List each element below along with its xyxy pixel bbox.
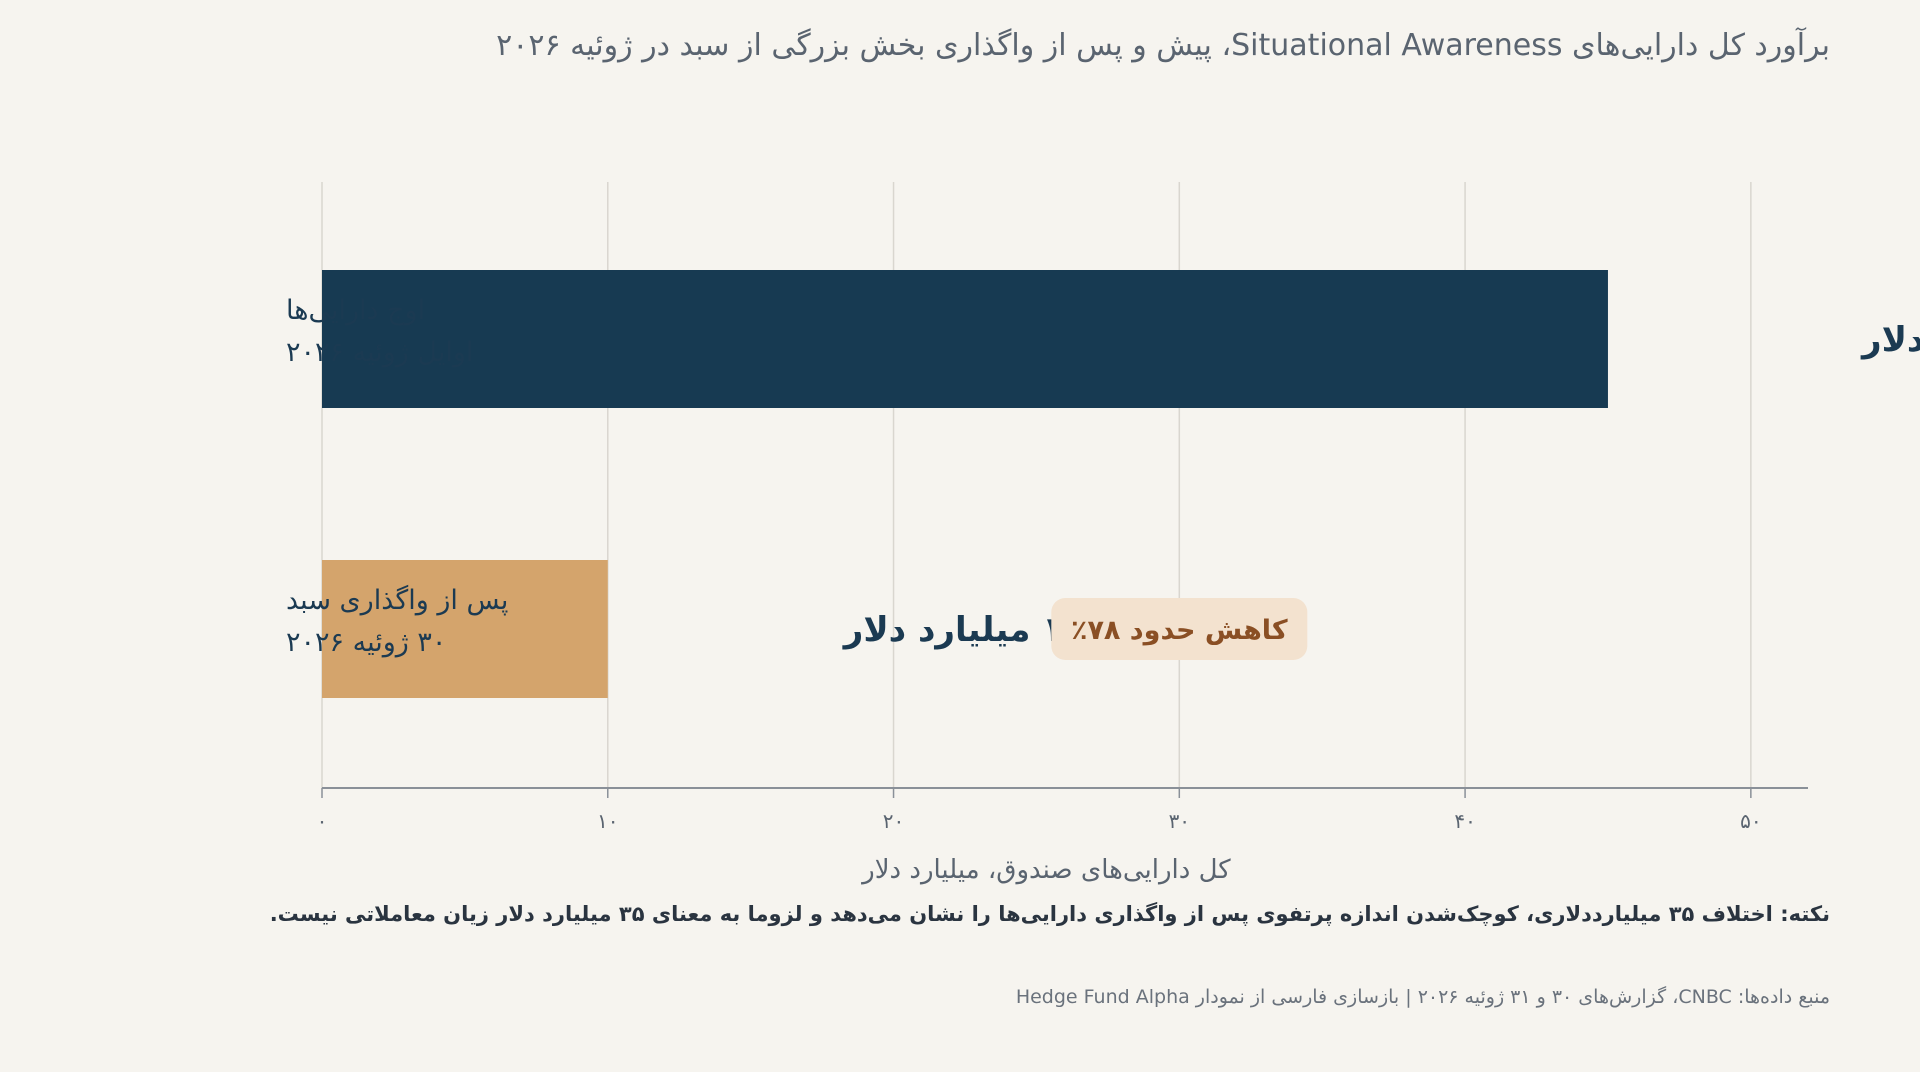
x-tick-label: ۵۰: [1740, 809, 1761, 833]
bars: [322, 270, 1608, 698]
x-axis-title: کل دارایی‌های صندوق، میلیارد دلار: [860, 855, 1231, 885]
labels: اوج دارایی‌ها اوایل ژوئیه ۲۰۲۶ ۴۵ میلیارد …: [286, 295, 1920, 660]
annotation-badge: [1051, 598, 1308, 660]
x-axis: ۰ ۱۰ ۲۰ ۳۰ ۴۰ ۵۰ کل دارایی‌های صندوق، میلیارد …: [317, 787, 1808, 885]
annotation-text: کاهش حدود ۷۸٪: [1071, 615, 1288, 646]
value-label: ۱۰ میلیارد دلار: [842, 610, 1084, 650]
x-tick-label: ۱۰: [597, 809, 618, 833]
x-tick-label: ۴۰: [1454, 809, 1475, 833]
category-label: اوج دارایی‌ها: [286, 295, 425, 326]
chart-note: نکته: اختلاف ۳۵ میلیارددلاری، کوچک‌شدن ا…: [269, 902, 1830, 926]
category-label: پس از واگذاری سبد: [286, 584, 508, 616]
x-tick-label: ۰: [317, 809, 328, 833]
category-label: اوایل ژوئیه ۲۰۲۶: [286, 337, 473, 368]
value-label: ۴۵ میلیارد دلار: [1860, 320, 1920, 360]
chart-title: برآورد کل دارایی‌های Situational Awarene…: [496, 28, 1830, 63]
bar: [322, 270, 1608, 408]
chart-source: منبع داده‌ها: CNBC، گزارش‌های ۳۰ و ۳۱ ژو…: [1015, 986, 1830, 1008]
category-label: ۳۰ ژوئیه ۲۰۲۶: [286, 627, 446, 658]
x-tick-label: ۳۰: [1169, 809, 1190, 833]
x-tick-label: ۲۰: [883, 809, 904, 833]
bar: [322, 560, 608, 698]
